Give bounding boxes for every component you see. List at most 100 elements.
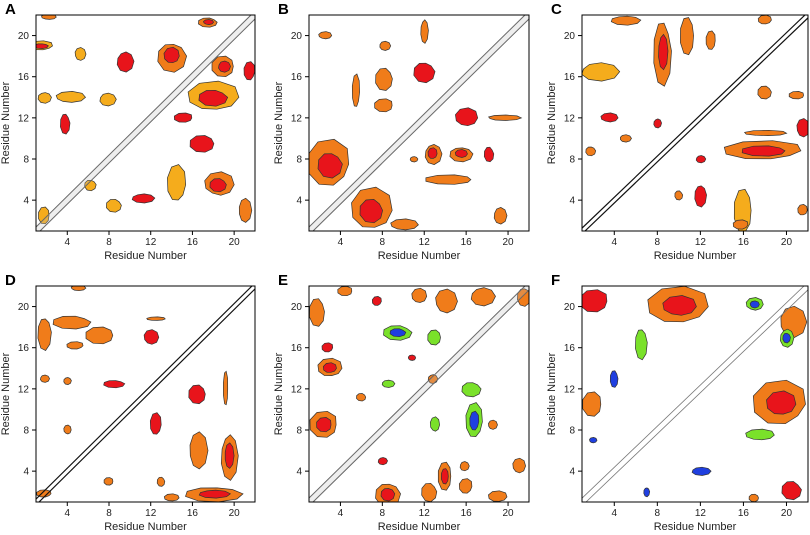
contact-region xyxy=(609,370,619,388)
contact-region xyxy=(156,476,166,487)
x-tick-label: 20 xyxy=(502,508,514,519)
y-tick-label: 12 xyxy=(291,384,303,395)
x-tick-label: 8 xyxy=(380,237,386,248)
contact-region xyxy=(413,62,436,84)
y-tick-label: 8 xyxy=(296,155,302,166)
y-tick-label: 4 xyxy=(23,196,29,207)
contact-region xyxy=(409,156,419,163)
plot-frame xyxy=(308,14,530,232)
x-tick-label: 8 xyxy=(106,237,112,248)
contact-region xyxy=(238,197,253,223)
contact-region xyxy=(63,377,72,385)
contact-core xyxy=(380,488,396,502)
y-tick-label: 12 xyxy=(291,113,303,124)
contact-region xyxy=(705,30,716,50)
contact-region xyxy=(748,493,759,502)
y-axis-label: Residue Number xyxy=(546,352,558,435)
contact-region xyxy=(796,118,808,138)
contact-region xyxy=(420,19,429,44)
contact-region xyxy=(377,457,389,466)
contact-core xyxy=(469,410,480,431)
contact-region xyxy=(470,287,496,307)
contact-region xyxy=(167,164,187,201)
contact-region xyxy=(337,286,353,297)
diagonal-line xyxy=(312,18,529,231)
contact-region xyxy=(610,15,642,26)
contact-core xyxy=(441,468,449,485)
y-tick-label: 16 xyxy=(564,343,576,354)
x-tick-label: 4 xyxy=(612,237,618,248)
y-tick-label: 4 xyxy=(296,467,302,478)
contact-region xyxy=(411,287,428,303)
y-tick-label: 12 xyxy=(564,384,576,395)
contact-map xyxy=(36,15,255,231)
contact-region xyxy=(356,393,367,402)
contact-region xyxy=(318,31,333,40)
contact-region xyxy=(435,288,458,314)
x-tick-label: 8 xyxy=(380,508,386,519)
y-tick-label: 20 xyxy=(291,31,303,42)
x-tick-label: 16 xyxy=(738,508,750,519)
contact-region xyxy=(674,190,684,201)
contact-region xyxy=(425,174,472,185)
y-tick-label: 8 xyxy=(569,426,575,437)
diagonal-band xyxy=(309,15,529,231)
y-tick-label: 4 xyxy=(569,467,575,478)
y-tick-label: 4 xyxy=(23,467,29,478)
y-tick-label: 8 xyxy=(569,155,575,166)
contact-region xyxy=(653,118,662,129)
plot-background xyxy=(309,286,529,502)
panel-letter: E xyxy=(278,272,288,289)
y-tick-label: 20 xyxy=(18,302,30,313)
x-tick-label: 4 xyxy=(65,237,71,248)
x-tick-label: 12 xyxy=(419,508,431,519)
contact-region xyxy=(788,91,804,100)
x-tick-label: 8 xyxy=(655,508,661,519)
y-tick-label: 20 xyxy=(18,31,30,42)
panel-f: 4 8 12 16 20 4 8 12 16 20 Residue Number Residue Nu… xyxy=(546,272,809,533)
contact-region xyxy=(620,134,632,143)
contact-core xyxy=(209,178,227,193)
diagonal-band xyxy=(309,286,529,502)
diagonal-line xyxy=(309,15,526,228)
contact-region xyxy=(743,129,788,136)
x-tick-label: 20 xyxy=(781,237,793,248)
x-tick-label: 12 xyxy=(695,508,707,519)
y-tick-label: 8 xyxy=(23,155,29,166)
y-tick-label: 8 xyxy=(23,426,29,437)
y-tick-label: 20 xyxy=(564,31,576,42)
contact-region xyxy=(37,92,52,104)
diagonal-line xyxy=(582,286,805,499)
contact-region xyxy=(488,419,498,430)
contact-region xyxy=(757,85,772,100)
contact-region xyxy=(691,466,712,476)
contact-region xyxy=(146,316,166,321)
contact-region xyxy=(103,477,114,486)
contact-region xyxy=(455,107,479,127)
x-axis-label: Residue Number xyxy=(654,250,737,262)
contact-region xyxy=(149,412,162,435)
panel-e: 4 8 12 16 20 4 8 12 16 20 Residue Number Residue Nu… xyxy=(273,272,530,533)
contact-region xyxy=(143,329,160,345)
y-tick-label: 12 xyxy=(18,113,30,124)
plot-frame xyxy=(581,14,809,232)
contact-region xyxy=(585,146,597,157)
contact-region xyxy=(582,289,608,313)
x-tick-label: 12 xyxy=(145,508,157,519)
contact-region xyxy=(63,424,72,435)
diagonal-line xyxy=(36,286,253,500)
diagonal-band xyxy=(36,15,255,231)
contact-region xyxy=(163,493,180,502)
panel-b: 4 8 12 16 20 4 8 12 16 20 Residue Number Residue Nu… xyxy=(273,1,530,262)
x-tick-label: 4 xyxy=(65,508,71,519)
y-tick-label: 12 xyxy=(564,113,576,124)
contact-region xyxy=(429,416,440,432)
contact-region xyxy=(582,391,602,417)
y-axis-label: Residue Number xyxy=(273,352,285,435)
plot-background xyxy=(309,15,529,231)
y-tick-label: 16 xyxy=(18,72,30,83)
y-tick-label: 16 xyxy=(564,72,576,83)
panel-d: 4 8 12 16 20 4 8 12 16 20 Residue Number Residue Nu… xyxy=(0,272,256,533)
contact-region xyxy=(173,112,193,123)
